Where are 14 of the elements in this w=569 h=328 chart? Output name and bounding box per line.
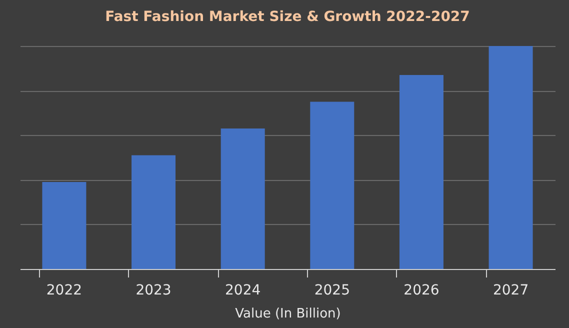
x-tick-label: 2025 (314, 282, 350, 298)
x-tick-label: 2022 (46, 282, 82, 298)
bar (399, 74, 444, 269)
x-tick-label: 2027 (492, 282, 529, 298)
bar (488, 46, 533, 269)
bar (220, 128, 265, 269)
bar (310, 102, 354, 269)
x-tick-label: 2026 (404, 282, 440, 298)
x-tick-label: 2023 (136, 282, 172, 298)
chart-title: Fast Fashion Market Size & Growth 2022-2027 (105, 9, 470, 25)
x-tick-label: 2024 (225, 282, 261, 298)
bar (42, 182, 86, 269)
x-axis-title: Value (In Billion) (235, 306, 341, 322)
bar (132, 155, 176, 269)
